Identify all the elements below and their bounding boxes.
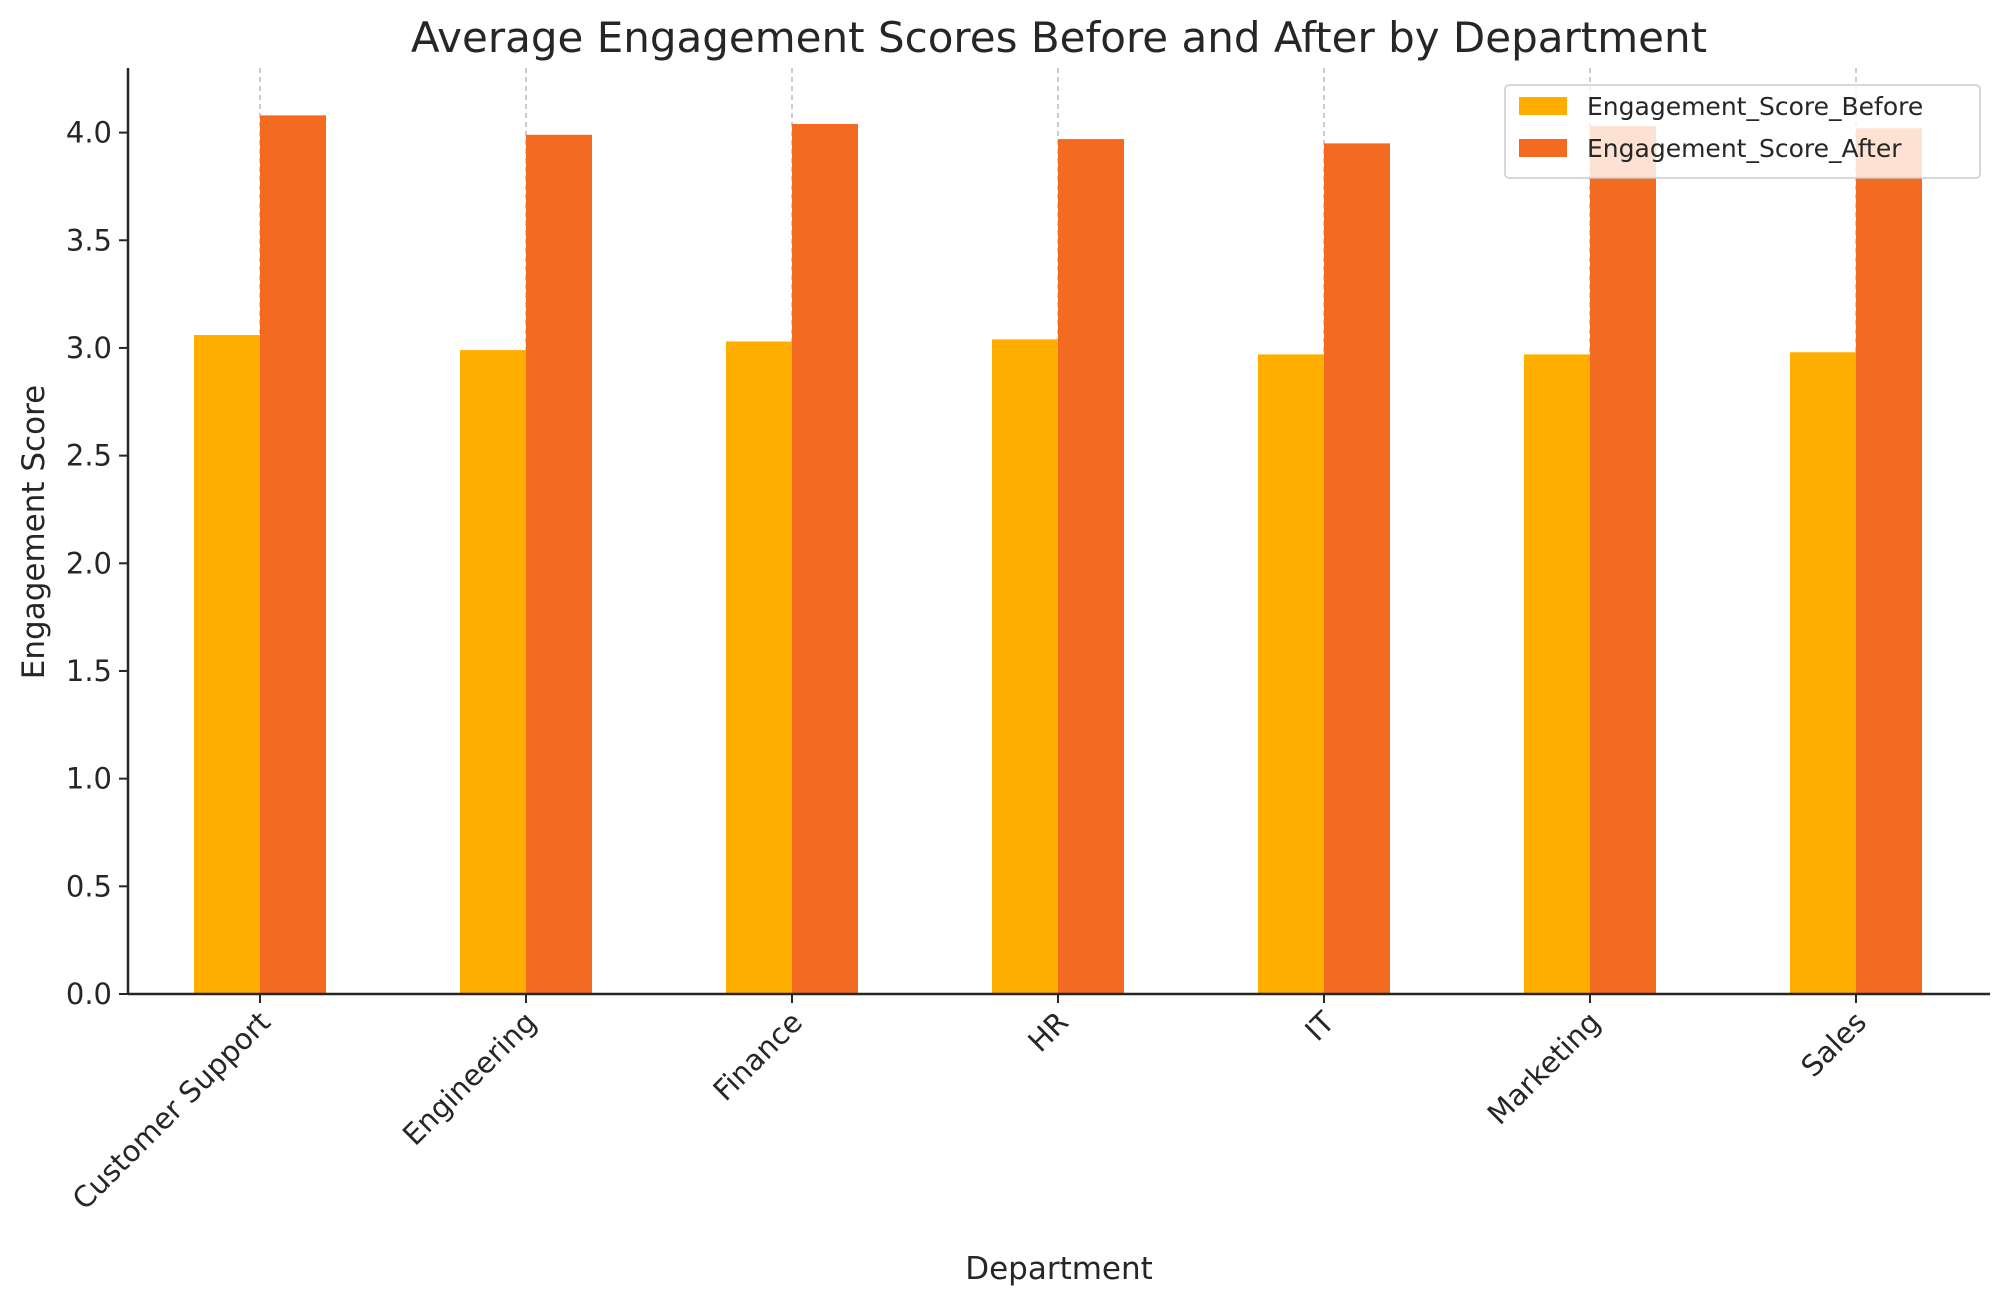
x-tick-label: Finance: [706, 1005, 808, 1107]
x-tick-label: Sales: [1794, 1005, 1873, 1084]
bar-after: [1324, 143, 1390, 995]
y-tick-label: 3.5: [66, 223, 112, 257]
bar-after: [1058, 139, 1124, 994]
bar-before: [726, 341, 792, 994]
x-tick-label: Customer Support: [66, 1005, 277, 1216]
y-tick-label: 0.0: [66, 977, 112, 1011]
x-tick-label: IT: [1298, 1005, 1341, 1048]
bar-after: [260, 115, 326, 994]
y-tick-label: 0.5: [66, 869, 112, 903]
legend-swatch: [1519, 139, 1567, 157]
legend-swatch: [1519, 97, 1567, 115]
x-tick-label: Marketing: [1481, 1005, 1607, 1131]
chart-title: Average Engagement Scores Before and Aft…: [411, 13, 1707, 62]
bar-before: [460, 350, 526, 995]
x-tick-label: HR: [1021, 1005, 1075, 1059]
x-tick-label: Engineering: [396, 1005, 543, 1152]
bar-after: [1590, 126, 1656, 995]
bar-after: [1856, 128, 1922, 994]
bar-before: [1790, 352, 1856, 994]
legend-label: Engagement_Score_Before: [1587, 92, 1923, 121]
bar-after: [792, 123, 858, 994]
bar-before: [1258, 354, 1324, 994]
bar-before: [194, 335, 260, 994]
x-axis-title: Department: [965, 1251, 1153, 1287]
legend-label: Engagement_Score_After: [1587, 134, 1902, 163]
y-ticks: 0.0 0.5 1.0 1.5 2.0 2.5 3.0 3.5 4.0: [66, 116, 128, 1011]
bar-after: [526, 134, 592, 995]
legend: Engagement_Score_Before Engagement_Score_…: [1504, 84, 1981, 179]
legend-box: [1504, 84, 1981, 179]
y-tick-label: 2.0: [66, 546, 112, 580]
y-tick-label: 3.0: [66, 331, 112, 365]
y-tick-label: 1.5: [66, 654, 112, 688]
y-tick-label: 1.0: [66, 762, 112, 796]
bars: [194, 115, 1922, 995]
bar-before: [992, 339, 1058, 994]
x-ticks: Customer Support Engineering Finance HR IT Ma…: [66, 994, 1873, 1216]
y-axis-title: Engagement Score: [16, 385, 52, 679]
bar-before: [1524, 354, 1590, 994]
y-tick-label: 4.0: [66, 116, 112, 150]
y-tick-label: 2.5: [66, 439, 112, 473]
